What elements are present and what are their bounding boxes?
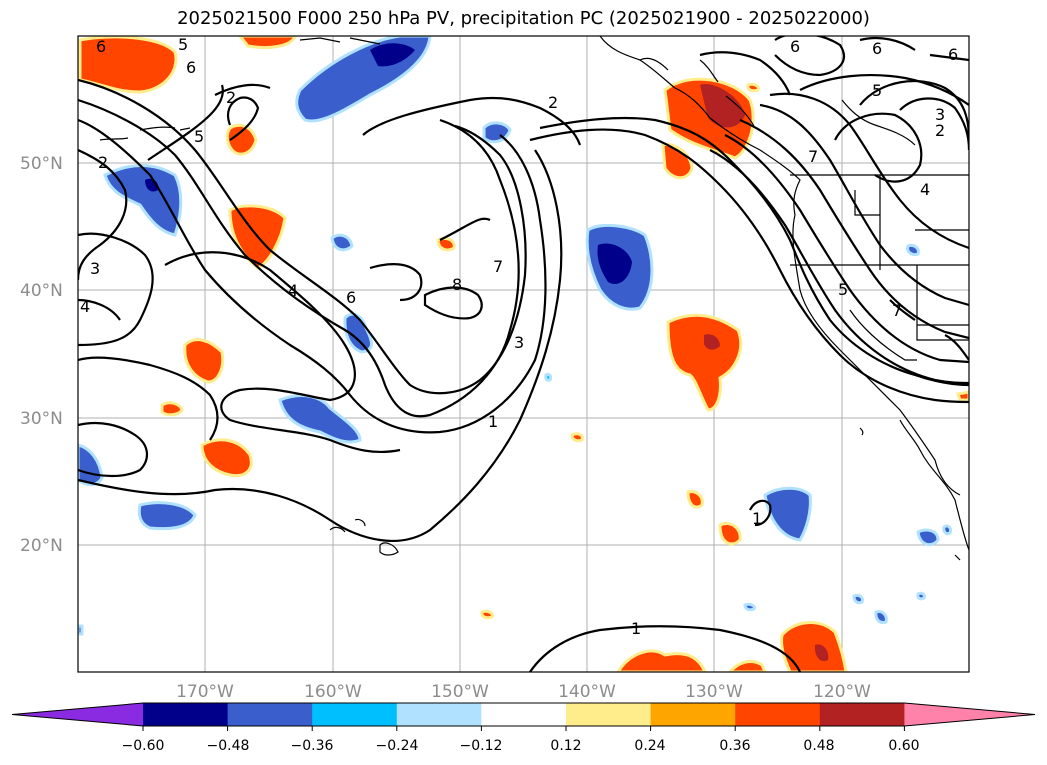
contour-label: 4 [288,281,298,300]
lat-label: 30°N [20,409,63,429]
contour-label: 1 [488,412,498,431]
colorbar-segment [819,703,905,726]
colorbar-segment [481,703,567,726]
colorbar-tick-labels: −0.60 −0.48 −0.36 −0.24 −0.12 0.12 0.24 … [122,738,920,754]
colorbar-segment [650,703,736,726]
lat-label: 50°N [20,154,63,174]
colorbar-tick-label: −0.36 [291,738,334,754]
lon-label: 170°W [176,682,234,702]
contour-label: 4 [920,180,930,199]
contour-label: 6 [186,58,196,77]
contour-label: 6 [346,288,356,307]
contour-label: 6 [872,39,882,58]
contour-label: 3 [935,105,945,124]
contour-label: 3 [514,333,524,352]
colorbar-extend-high [904,703,1035,726]
precip-positive-anomalies [78,36,969,672]
colorbar-tick-label: 0.48 [803,738,834,754]
colorbar-tick-label: −0.12 [460,738,503,754]
contour-label: 7 [892,301,902,320]
lon-label: 120°W [813,682,871,702]
contour-label: 1 [631,619,641,638]
contour-label: 6 [96,37,106,56]
lon-label: 160°W [304,682,362,702]
colorbar-segment [566,703,652,726]
colorbar-tick-label: −0.60 [122,738,165,754]
contour-label: 2 [935,121,945,140]
contour-label: 2 [548,93,558,112]
contour-label: 5 [872,81,882,100]
contour-label: 5 [194,127,204,146]
contour-label: 5 [838,280,848,299]
contour-label: 8 [452,275,462,294]
colorbar-tick-label: 0.12 [550,738,581,754]
colorbar [11,702,1036,731]
colorbar-segment [312,703,398,726]
colorbar-tick-label: 0.24 [634,738,665,754]
lon-label: 150°W [431,682,489,702]
colorbar-tick-label: −0.48 [207,738,250,754]
contour-label: 4 [80,297,90,316]
plot-frame [77,35,970,673]
colorbar-segment [396,703,482,726]
lon-label: 130°W [685,682,743,702]
longitude-labels: 170°W 160°W 150°W 140°W 130°W 120°W [176,682,871,702]
colorbar-segment [143,703,229,726]
contour-label: 3 [90,259,100,278]
precip-negative-anomalies [78,36,952,636]
colorbar-tick-label: 0.36 [719,738,750,754]
lat-label: 40°N [20,281,63,301]
contour-label: 2 [226,88,236,107]
colorbar-segment [735,703,821,726]
contour-label: 2 [98,153,108,172]
contour-label: 1 [752,509,762,528]
contour-label: 5 [178,35,188,54]
lat-label: 20°N [20,536,63,556]
contour-label: 6 [790,37,800,56]
contour-label: 7 [493,257,503,276]
colorbar-tick-label: 0.60 [888,738,919,754]
contour-label-group: 6 5 6 2 5 2 3 4 4 6 8 7 3 1 2 6 6 5 3 2 … [80,35,958,638]
contour-label: 7 [808,147,818,166]
lon-label: 140°W [558,682,616,702]
colorbar-extend-low [12,703,143,726]
colorbar-segment [227,703,313,726]
map-title: 2025021500 F000 250 hPa PV, precipitatio… [177,8,870,29]
pv-contours [78,36,969,672]
colorbar-tick-label: −0.24 [376,738,419,754]
contour-label: 6 [948,45,958,64]
latitude-labels: 50°N 40°N 30°N 20°N [20,154,63,556]
